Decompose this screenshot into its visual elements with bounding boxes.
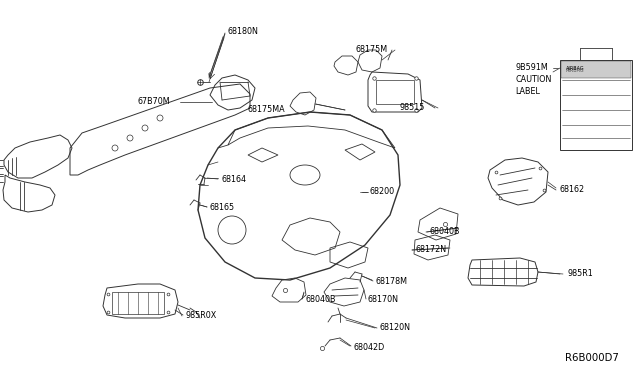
Text: 98515: 98515 <box>400 103 426 112</box>
Bar <box>560 60 632 150</box>
Text: AIRBAG: AIRBAG <box>566 66 584 71</box>
Text: 985R1: 985R1 <box>567 269 593 279</box>
Bar <box>112 292 164 314</box>
Text: AIRBAG: AIRBAG <box>566 68 584 73</box>
Text: 67B70M: 67B70M <box>138 97 171 106</box>
Bar <box>376 80 414 104</box>
Bar <box>561 61 631 78</box>
Text: 68175M: 68175M <box>355 45 387 55</box>
Text: 68178M: 68178M <box>375 278 407 286</box>
Text: 68040B: 68040B <box>305 295 335 305</box>
Text: 68172N: 68172N <box>415 246 446 254</box>
Text: 68164: 68164 <box>222 176 247 185</box>
Text: 68180N: 68180N <box>228 28 259 36</box>
Text: 68175MA: 68175MA <box>248 106 285 115</box>
Text: R6B000D7: R6B000D7 <box>565 353 619 363</box>
Text: CAUTION: CAUTION <box>515 76 552 84</box>
Text: 68120N: 68120N <box>380 324 411 333</box>
Text: 68042D: 68042D <box>354 343 385 353</box>
Text: 68165: 68165 <box>210 203 235 212</box>
Text: 68170N: 68170N <box>368 295 399 305</box>
Text: 985R0X: 985R0X <box>185 311 216 321</box>
Text: 68200: 68200 <box>370 187 395 196</box>
Text: LABEL: LABEL <box>515 87 540 96</box>
Text: 68162: 68162 <box>560 186 585 195</box>
Text: 68040B: 68040B <box>430 228 461 237</box>
Text: 9B591M: 9B591M <box>515 64 548 73</box>
